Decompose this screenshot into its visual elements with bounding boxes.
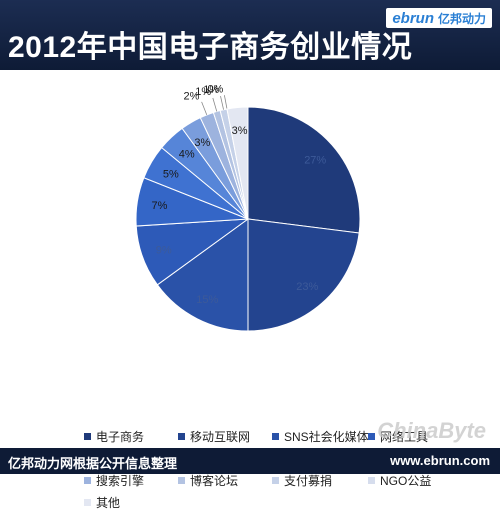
- slice-2: [156, 218, 249, 332]
- legend-swatch-3: [368, 432, 375, 440]
- legend-item-1: 移动互联网: [178, 428, 272, 444]
- legend-label-3: 网络工具: [380, 429, 429, 444]
- watermark: ChinaByte: [377, 418, 486, 443]
- slice-2-label: 15%: [196, 294, 218, 306]
- legend-swatch-2: [272, 432, 279, 440]
- legend-label-11: NGO公益: [380, 473, 432, 488]
- legend-item-9: 博客论坛: [178, 472, 272, 488]
- slice-8-leader-line: [201, 101, 208, 116]
- legend-label-0: 电子商务: [96, 429, 145, 444]
- slice-5-label: 5%: [163, 168, 179, 180]
- slice-7-label: 3%: [194, 137, 210, 149]
- legend-label-2: SNS社会化媒体: [284, 429, 369, 444]
- chart-area: 27% 23% 15% 9% 7% 5% 4% 3% 2% 1% 1% 0% 3% 电子商务 移动互联网 S…: [8, 78, 492, 510]
- slice-1: [247, 218, 360, 332]
- site-url: www.ebrun.com: [390, 453, 490, 468]
- legend-swatch-10: [272, 476, 279, 484]
- slice-4-label: 7%: [152, 200, 168, 212]
- legend-item-11: NGO公益: [368, 472, 464, 488]
- slice-12: [226, 106, 249, 220]
- legend-item-8: 搜索引擎: [84, 472, 178, 488]
- slice-11-leader-line: [223, 95, 228, 110]
- legend-item-3: 网络工具: [368, 428, 464, 444]
- slice-0: [247, 106, 361, 234]
- chart-title: 2012年中国电子商务创业情况: [8, 31, 413, 64]
- legend-label-9: 博客论坛: [190, 473, 239, 488]
- slice-10-label: 1%: [203, 84, 219, 96]
- slice-12-label: 3%: [232, 125, 248, 137]
- footer-bar: 亿邦动力网根据公开信息整理 www.ebrun.com: [0, 448, 500, 474]
- logo-word: ebrun: [392, 9, 434, 27]
- legend-swatch-0: [84, 432, 91, 440]
- legend-item-12: 其他: [84, 494, 178, 510]
- legend-swatch-9: [178, 476, 185, 484]
- slice-11-label: 0%: [207, 83, 223, 95]
- legend-label-1: 移动互联网: [190, 429, 251, 444]
- slice-10-leader-line: [220, 95, 224, 110]
- pie-chart: 27%23%15%9%7%5%4%3%2%1%1%0%3%: [135, 83, 361, 332]
- slice-6-label: 4%: [179, 149, 195, 161]
- legend-label-8: 搜索引擎: [96, 473, 145, 488]
- slice-0-label: 27%: [304, 155, 326, 167]
- slice-9-leader-line: [212, 97, 218, 112]
- legend-swatch-1: [178, 432, 185, 440]
- brand-logo: ebrun 亿邦动力: [386, 8, 492, 28]
- legend-label-12: 其他: [96, 495, 121, 510]
- legend-item-2: SNS社会化媒体: [272, 428, 369, 444]
- legend-swatch-8: [84, 476, 91, 484]
- source-note: 亿邦动力网根据公开信息整理: [8, 456, 178, 471]
- legend-item-0: 电子商务: [84, 428, 178, 444]
- slice-8-label: 2%: [184, 90, 200, 102]
- legend-swatch-12: [84, 498, 91, 506]
- header-banner: 2012年中国电子商务创业情况 ebrun 亿邦动力: [0, 0, 500, 70]
- slice-9-label: 1%: [195, 86, 211, 98]
- legend-label-10: 支付募捐: [284, 473, 333, 488]
- slice-1-label: 23%: [296, 281, 318, 293]
- legend-swatch-11: [368, 476, 375, 484]
- slice-3-label: 9%: [156, 244, 172, 256]
- logo-chinese: 亿邦动力: [437, 11, 486, 26]
- legend-item-10: 支付募捐: [272, 472, 368, 488]
